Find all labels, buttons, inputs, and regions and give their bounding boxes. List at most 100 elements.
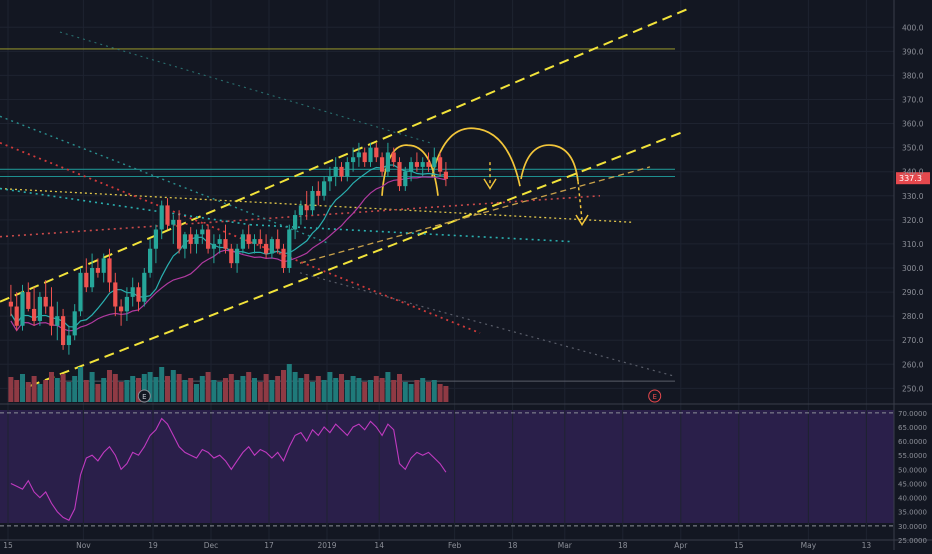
volume-bar (14, 380, 20, 402)
dotted-red-ma-long (0, 141, 481, 334)
candle-body (95, 268, 100, 273)
rsi-tick-label: 55.0000 (898, 452, 927, 460)
candle-body (66, 335, 71, 346)
volume-bar (176, 374, 182, 402)
volume-bar (223, 378, 228, 402)
volume-bar (257, 382, 263, 402)
volume-bar (379, 378, 385, 402)
volume-bar (350, 376, 356, 402)
time-tick-label: Mar (558, 541, 573, 550)
volume-bar (118, 382, 124, 402)
candle-body (293, 215, 298, 230)
volume-bar (431, 380, 437, 402)
candle-body (322, 181, 327, 196)
time-tick-label: 13 (862, 541, 872, 550)
volume-bar (136, 378, 141, 402)
time-tick-label: May (801, 541, 817, 550)
candle-body (8, 301, 13, 307)
dotted-teal-upper (59, 31, 431, 144)
arrow-shaft-2 (577, 181, 583, 220)
candle-body (229, 248, 234, 264)
candle-body (171, 219, 176, 225)
arrow-head-2 (575, 214, 589, 227)
volume-bar (315, 376, 321, 402)
time-tick-label: 19 (148, 541, 158, 550)
earnings-marker-label: E (142, 393, 146, 401)
price-tick-label: 340.0 (902, 168, 924, 177)
volume-bar (321, 380, 327, 402)
volume-bar (286, 364, 292, 402)
candle-body (438, 157, 443, 172)
time-tick-label: 17 (264, 541, 274, 550)
volume-bar (240, 376, 246, 402)
volume-bar (95, 384, 101, 402)
candle-body (403, 171, 408, 187)
volume-bar (426, 382, 431, 402)
volume-bar (66, 382, 72, 402)
volume-bar (414, 380, 420, 402)
price-tick-label: 360.0 (902, 120, 924, 129)
volume-bar (89, 372, 95, 402)
candle-body (72, 311, 77, 336)
volume-bar (385, 372, 391, 402)
last-price-tag (896, 172, 930, 185)
rsi-tick-label: 45.0000 (898, 480, 927, 488)
volume-bar (356, 378, 362, 402)
volume-bar (344, 380, 350, 402)
candle-body (55, 316, 60, 326)
neckline-trend (299, 166, 651, 264)
volume-bar (153, 377, 159, 402)
volume-bar (443, 386, 449, 402)
candle-body (130, 287, 135, 297)
volume-bar (408, 384, 414, 402)
candle-body (316, 190, 321, 196)
volume-bar (124, 380, 130, 402)
volume-bar (141, 374, 147, 402)
candle-body (20, 292, 25, 326)
volume-bar (246, 372, 252, 402)
candle-body (380, 157, 385, 172)
head (431, 127, 521, 187)
volume-bar (43, 380, 49, 402)
price-tick-label: 280.0 (902, 312, 924, 321)
candle-body (136, 287, 141, 302)
candle-body (275, 239, 280, 249)
candle-body (32, 308, 37, 321)
candle-body (90, 268, 95, 288)
volume-bar (269, 380, 275, 402)
volume-bar (252, 378, 257, 402)
price-tick-label: 300.0 (902, 264, 924, 273)
volume-bar (391, 380, 397, 402)
candle-body (61, 316, 66, 346)
time-tick-label: 2019 (317, 541, 336, 550)
candle-body (142, 272, 147, 302)
dotted-yellow-trend (0, 187, 633, 223)
ma-purple (10, 176, 447, 332)
candle-body (113, 282, 118, 307)
volume-bar (101, 378, 107, 402)
candle-body (235, 248, 240, 264)
price-tick-label: 250.0 (902, 384, 924, 393)
candle-body (269, 239, 274, 254)
candle-body (26, 292, 31, 309)
candle-body (200, 229, 205, 235)
channel-upper (0, 7, 691, 303)
candle-body (443, 171, 448, 179)
candle-body (287, 229, 292, 268)
earnings-marker (137, 389, 151, 403)
candle-body (159, 205, 164, 230)
dotted-red-ma (0, 194, 601, 238)
volume-bar (368, 380, 373, 402)
candle-body (206, 229, 211, 249)
candle-body (49, 306, 54, 326)
candle-body (194, 234, 199, 244)
rsi-line (10, 417, 447, 521)
price-tick-label: 350.0 (902, 144, 924, 153)
volume-bar (194, 384, 199, 402)
volume-bar (420, 378, 426, 402)
time-tick-label: 15 (734, 541, 744, 550)
candle-body (223, 239, 228, 249)
candle-body (153, 229, 158, 249)
volume-bar (170, 370, 176, 402)
